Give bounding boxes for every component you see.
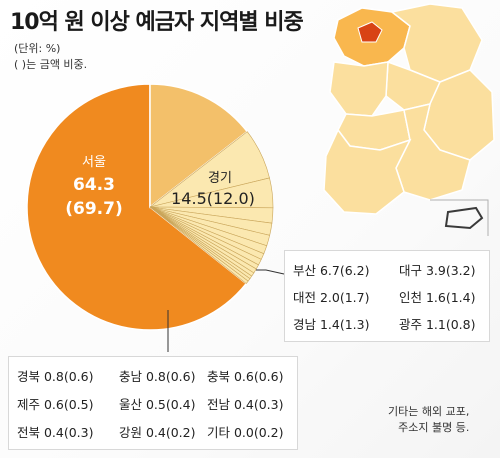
pie-slice-강원 [149, 206, 249, 285]
map-jeju-island [444, 206, 484, 230]
unit-label: (단위: %) [14, 42, 61, 55]
slice-label-gyeonggi-name: 경기 [208, 171, 232, 186]
data-box-bottom: 경북 0.8(0.6) 충남 0.8(0.6) 충북 0.6(0.6) 제주 0… [8, 356, 298, 450]
amount-note: ( )는 금액 비중. [14, 58, 88, 71]
data-label: 강원 0.4(0.2) [119, 425, 196, 440]
slice-label-gyeonggi-value: 14.5(12.0) [171, 189, 255, 208]
data-box-right: 부산 6.7(6.2) 대구 3.9(3.2) 대전 2.0(1.7) 인천 1… [284, 250, 490, 342]
data-label: 대구 3.9(3.2) [399, 263, 476, 278]
callout-right-line [256, 269, 285, 275]
slice-label-seoul-name: 서울 [82, 155, 106, 170]
slice-label-seoul-amount: (69.7) [65, 199, 122, 219]
data-label: 전남 0.4(0.3) [207, 397, 284, 412]
chart-title: 10억 원 이상 예금자 지역별 비중 [10, 10, 304, 35]
map-jeju-bracket [430, 199, 489, 236]
map-seoul-region [357, 21, 383, 43]
data-label: 경북 0.8(0.6) [17, 369, 94, 384]
data-label: 제주 0.6(0.5) [17, 397, 94, 412]
pie-slice-서울 [26, 83, 248, 331]
map-jeonnam-region [323, 128, 412, 215]
map-chungnam-region [329, 61, 389, 117]
slice-label-seoul-value: 64.3 [73, 175, 115, 195]
footnote-line: 기타는 해외 교포, [388, 405, 470, 418]
data-label: 기타 0.0(0.2) [207, 425, 284, 440]
data-label: 경남 1.4(1.3) [293, 317, 370, 332]
data-label: 인천 1.6(1.4) [399, 290, 476, 305]
footnote: 기타는 해외 교포, 주소지 불명 등. [388, 404, 469, 436]
data-label: 충북 0.6(0.6) [207, 369, 284, 384]
pie-slice-경기 [149, 83, 249, 209]
data-label: 울산 0.5(0.4) [119, 397, 196, 412]
korea-map [323, 3, 495, 236]
data-label: 부산 6.7(6.2) [293, 263, 370, 278]
data-label: 광주 1.1(0.8) [399, 317, 476, 332]
data-label: 대전 2.0(1.7) [293, 290, 370, 305]
data-label: 전북 0.4(0.3) [17, 425, 94, 440]
data-label: 충남 0.8(0.6) [119, 369, 196, 384]
footnote-line: 주소지 불명 등. [398, 421, 470, 434]
